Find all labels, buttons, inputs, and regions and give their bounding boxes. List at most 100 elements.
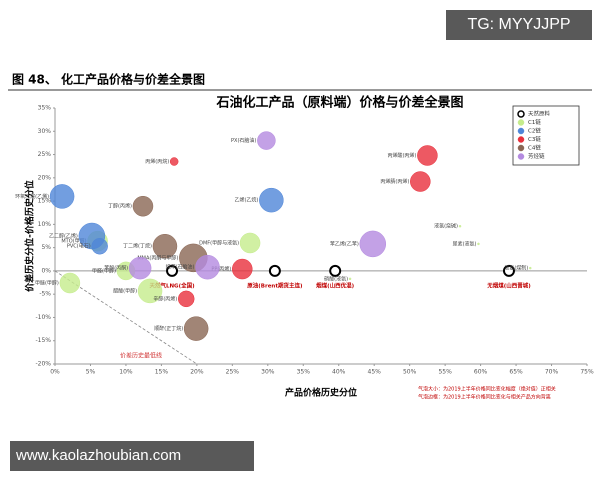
legend-label: 天然原料 (528, 110, 551, 118)
bubble-label: 液氨(煤制) (504, 265, 528, 272)
y-tick-label: -15% (35, 337, 51, 344)
x-tick-label: 65% (509, 369, 523, 376)
legend-marker (517, 119, 525, 126)
x-tick-label: 60% (474, 369, 488, 376)
bubble-label: 丙烯(丙烷) (145, 158, 169, 165)
bubble-label: DMF(甲醇与液氨) (199, 239, 239, 246)
x-tick-label: 30% (261, 369, 275, 376)
plot: -20% -15% -10% -5% 0% 5% 10% 15% 20% 25% 30% 35% 0% 5… (15, 105, 594, 401)
legend-marker (517, 136, 525, 143)
x-tick-label: 5% (86, 369, 96, 376)
bubble (257, 131, 276, 150)
x-tick-label: 75% (580, 369, 594, 376)
bubble (91, 237, 108, 255)
x-tick-label: 40% (332, 369, 346, 376)
bubble-label: PVC(电石) (67, 243, 91, 250)
bubble-label: 丁二烯(丁烷) (123, 243, 152, 250)
bubble (132, 195, 154, 217)
bubble (477, 242, 480, 246)
bubble-label: MMA(丙酮与甲醇) (137, 254, 178, 261)
reference-line (54, 270, 198, 365)
bubble (152, 233, 178, 259)
y-tick-label: 25% (38, 151, 52, 158)
legend-marker (517, 127, 525, 135)
watermark: www.kaolazhoubian.com (10, 441, 254, 471)
bubble-label: 纯苯(石脑油) (166, 264, 195, 271)
legend-label: C4链 (528, 144, 541, 152)
bubble (417, 145, 438, 166)
bubble-label: 苯乙烯(乙苯) (330, 240, 359, 247)
y-tick-label: 15% (38, 198, 52, 205)
x-tick-label: 20% (190, 369, 204, 376)
y-tick-label: 0% (41, 267, 51, 274)
bubble (529, 266, 532, 270)
reference-label: 价差历史最低线 (120, 352, 162, 360)
bubble-label: 辛醇(丙烯) (153, 295, 177, 302)
bubble (259, 187, 284, 213)
bubble-label: 二甲醚(甲醇) (30, 280, 59, 287)
watermark: TG: MYYJJPP (446, 10, 592, 40)
bubble-label: 丙烯酸(丙烯) (387, 152, 416, 159)
legend-label: C1链 (528, 118, 541, 126)
bubble-label: 苯酚(丙酮) (104, 265, 128, 272)
x-tick-label: 10% (119, 369, 133, 376)
y-tick-label: 30% (38, 128, 52, 135)
bubble (268, 264, 281, 277)
bubble-label: 天然气LNG(全国) (149, 281, 195, 289)
bubble-label: 硝酸(液氨) (324, 275, 348, 282)
bubble (348, 277, 352, 281)
bubble-label: 甲醛(甲醇) (92, 267, 116, 274)
bubble (183, 316, 209, 341)
legend-label: C3链 (528, 135, 541, 143)
bubble-label: 烟煤(山西优混) (316, 281, 355, 289)
bubble-label: 环氧乙烷(乙烯) (15, 193, 49, 200)
bubble-label: 醋酸(甲醇) (113, 287, 137, 294)
x-tick-label: 50% (403, 369, 417, 376)
bubble (410, 171, 431, 192)
bubble-label: PX(石脑油) (231, 137, 256, 144)
bubble (239, 232, 261, 254)
bubble-label: 顺酐(正丁烷) (154, 325, 183, 332)
bubble-label: 丙烯腈(丙烯) (380, 178, 409, 185)
y-tick-label: -20% (35, 361, 51, 368)
x-tick-label: 0% (50, 369, 60, 376)
bubble (166, 264, 179, 277)
x-tick-label: 35% (297, 369, 311, 376)
bubble-label: 尿素(液氨) (453, 240, 477, 247)
x-tick-label: 15% (155, 369, 169, 376)
y-tick-label: 20% (38, 174, 52, 181)
x-tick-label: 25% (226, 369, 240, 376)
y-tick-label: -5% (39, 291, 51, 298)
bubble (177, 290, 195, 308)
bubble (49, 184, 75, 209)
bubble (458, 224, 462, 228)
bubble (232, 258, 253, 280)
bubble-label: 液氯(烧碱) (434, 223, 458, 230)
x-axis-label: 产品价格历史分位 (285, 387, 357, 399)
note: 气泡大小：为2019上半年价格同比变化幅度（绝对值）正相关 (418, 386, 556, 393)
bubble-label: 丁醇(丙烯) (108, 203, 132, 210)
bubble (137, 278, 163, 304)
bubble (359, 230, 387, 258)
bubble-label: 乙烯(乙烷) (234, 197, 258, 204)
y-tick-label: 10% (38, 221, 52, 228)
x-tick-label: 45% (368, 369, 382, 376)
legend-marker (517, 110, 525, 118)
note: 气泡边框：为2019上半年价格同比变化与相关产品方向背离 (418, 394, 551, 401)
bubble-label: 原油(Brent期货主连) (247, 281, 303, 289)
bubble (59, 272, 81, 294)
y-tick-label: 5% (41, 244, 51, 251)
legend-marker (517, 144, 525, 152)
bubble-label: 无烟煤(山西晋城) (486, 281, 531, 289)
bubble-label: MTO(甲醇) (61, 238, 86, 245)
y-axis-label: 价差历史分位-价格历史分位 (24, 180, 36, 292)
bubble-label: 乙二醇(乙烯) (49, 233, 78, 240)
legend-label: 芳烃链 (528, 152, 545, 160)
bubble (169, 157, 179, 166)
y-tick-label: 35% (38, 105, 52, 112)
legend-label: C2链 (528, 127, 541, 135)
chart-title: 石油化工产品（原料端）价格与价差全景图 (215, 95, 463, 111)
x-tick-label: 70% (545, 369, 559, 376)
x-tick-label: 55% (438, 369, 452, 376)
